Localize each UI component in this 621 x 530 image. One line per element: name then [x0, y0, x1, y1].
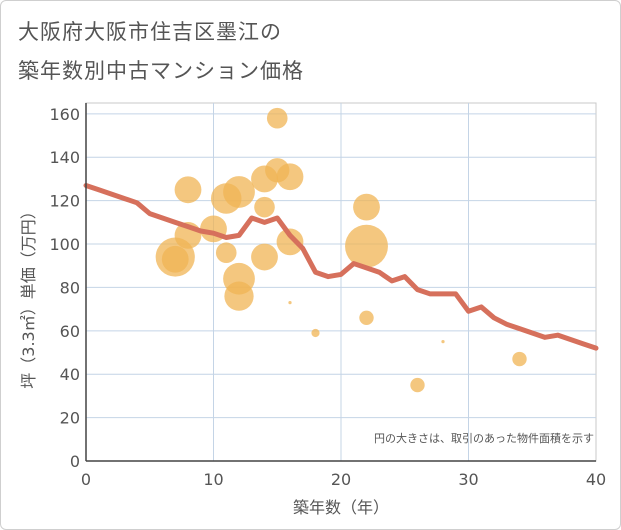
bubble-point	[353, 193, 380, 221]
axis-layer: 0 20 40 60 80 100 120 140 160 0 10 20 30 40	[49, 103, 606, 489]
bubble-point	[410, 377, 425, 393]
x-tick-label: 40	[586, 470, 606, 489]
chart-note: 円の大きさは、取引のあった物件面積を示す	[374, 431, 594, 445]
y-axis-label: 坪（3.3㎡）単価（万円）	[19, 203, 38, 388]
line-layer	[83, 182, 599, 351]
bubble-point	[288, 300, 292, 305]
x-axis-label: 築年数（年）	[293, 498, 389, 517]
bubble-point	[161, 245, 189, 273]
y-tick-label: 140	[49, 148, 80, 167]
y-tick-label: 20	[60, 409, 80, 428]
bubble-point	[224, 281, 254, 311]
bubble-point	[215, 242, 237, 264]
x-tick-label: 20	[331, 470, 351, 489]
bubble-point	[254, 196, 275, 218]
bubble-point	[345, 224, 388, 268]
bubble-point	[441, 340, 445, 344]
bubble-layer	[155, 107, 527, 393]
y-tick-label: 60	[60, 322, 80, 341]
average-price-line	[83, 182, 599, 351]
y-tick-label: 80	[60, 278, 80, 297]
bubble-point	[174, 176, 202, 204]
y-tick-label: 0	[70, 452, 80, 471]
chart-title-line-2: 築年数別中古マンション価格	[18, 59, 304, 83]
y-tick-label: 160	[49, 105, 80, 124]
x-tick-label: 30	[458, 470, 478, 489]
bubble-point	[359, 310, 374, 325]
y-tick-label: 100	[49, 235, 80, 254]
bubble-point	[311, 328, 320, 338]
y-tick-label: 120	[49, 192, 80, 211]
bubble-point	[223, 176, 255, 208]
grid-layer	[85, 102, 597, 462]
bubble-point	[276, 163, 304, 191]
bubble-point	[266, 107, 288, 129]
bubble-point	[251, 243, 278, 271]
x-tick-label: 0	[81, 470, 91, 489]
bubble-point	[276, 228, 304, 256]
y-tick-label: 40	[60, 365, 80, 384]
chart-title-line-1: 大阪府大阪市住吉区墨江の	[18, 20, 282, 44]
x-tick-label: 10	[203, 470, 223, 489]
bubble-point	[512, 351, 527, 367]
